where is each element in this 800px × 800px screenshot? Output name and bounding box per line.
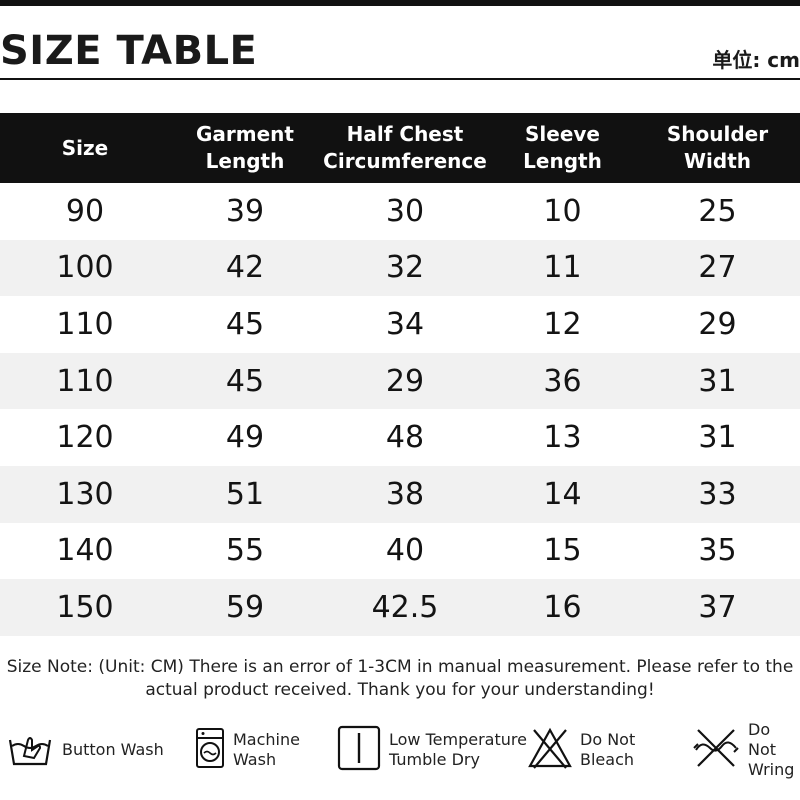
care-label-line: Low Temperature — [389, 730, 527, 749]
column-header-shoulder-width: Shoulder Width — [635, 121, 800, 175]
table-row: 120 49 48 13 31 — [0, 409, 800, 466]
cell-size: 110 — [56, 363, 114, 399]
cell-garment-length: 59 — [225, 589, 265, 625]
do-not-bleach-icon — [528, 726, 572, 774]
table-row: 150 59 42.5 16 37 — [0, 579, 800, 636]
cell-garment-length: 39 — [225, 193, 265, 229]
care-instructions: Button Wash Machine Wash Low Tempera — [0, 720, 800, 782]
cell-size: 140 — [56, 533, 114, 569]
title-divider — [0, 78, 800, 80]
care-label: Do Not Bleach — [580, 730, 635, 770]
care-label: Low Temperature Tumble Dry — [389, 730, 527, 770]
table-row: 140 55 40 15 35 — [0, 523, 800, 580]
column-header-line: Width — [683, 149, 752, 173]
cell-size: 110 — [56, 306, 114, 342]
cell-garment-length: 42 — [225, 250, 265, 286]
size-note-line: Size Note: (Unit: CM) There is an error … — [6, 657, 794, 677]
column-header-line: Half Chest — [346, 122, 464, 146]
cell-half-chest: 38 — [385, 476, 425, 512]
care-label-line: Machine — [233, 730, 300, 749]
care-label-line: Do Not — [748, 720, 777, 759]
column-header-line: Shoulder — [666, 122, 769, 146]
cell-garment-length: 51 — [225, 476, 265, 512]
care-item-tumble-dry: Low Temperature Tumble Dry — [337, 722, 527, 778]
cell-shoulder-width: 33 — [698, 476, 737, 512]
cell-shoulder-width: 27 — [698, 250, 737, 286]
table-row: 100 42 32 11 27 — [0, 239, 800, 297]
cell-shoulder-width: 31 — [698, 420, 737, 456]
cell-half-chest: 30 — [385, 193, 425, 229]
care-item-do-not-bleach: Do Not Bleach — [528, 722, 635, 778]
table-row: 110 45 29 36 31 — [0, 352, 800, 410]
care-label-line: Wring — [748, 760, 795, 779]
cell-shoulder-width: 29 — [698, 306, 737, 342]
cell-sleeve-length: 36 — [543, 363, 582, 399]
unit-label: 单位: cm — [712, 48, 800, 72]
cell-shoulder-width: 35 — [698, 533, 737, 569]
cell-size: 90 — [65, 193, 105, 229]
do-not-wring-icon — [692, 726, 740, 774]
cell-half-chest: 40 — [385, 533, 425, 569]
cell-garment-length: 45 — [225, 363, 265, 399]
column-header-line: Length — [523, 149, 602, 173]
care-label: Machine Wash — [233, 730, 300, 770]
column-header-half-chest: Half Chest Circumference — [320, 121, 490, 175]
cell-sleeve-length: 15 — [543, 533, 582, 569]
low-temp-tumble-dry-icon — [337, 724, 381, 776]
cell-half-chest: 29 — [385, 363, 425, 399]
cell-garment-length: 49 — [225, 420, 265, 456]
cell-sleeve-length: 12 — [543, 306, 582, 342]
size-table: Size Garment Length Half Chest Circumfer… — [0, 113, 800, 636]
column-header-line: Sleeve — [525, 122, 600, 146]
care-item-machine-wash: Machine Wash — [195, 722, 300, 778]
page-title: SIZE TABLE — [0, 28, 258, 74]
column-header-line: Size — [61, 135, 109, 160]
machine-wash-icon — [195, 726, 225, 774]
cell-half-chest: 32 — [385, 250, 425, 286]
cell-shoulder-width: 25 — [698, 193, 737, 229]
care-label-line: Wash — [233, 750, 277, 769]
cell-size: 130 — [56, 476, 114, 512]
column-header-sleeve-length: Sleeve Length — [490, 121, 635, 175]
cell-half-chest: 34 — [385, 306, 425, 342]
care-label-line: Do Not — [580, 730, 636, 749]
cell-half-chest: 42.5 — [371, 589, 439, 625]
column-header-size: Size — [0, 135, 170, 162]
care-label: Do Not Wring — [748, 720, 800, 780]
care-item-do-not-wring: Do Not Wring — [692, 720, 800, 780]
cell-garment-length: 45 — [225, 306, 265, 342]
care-label: Button Wash — [62, 740, 164, 759]
cell-half-chest: 48 — [385, 420, 425, 456]
hand-wash-icon — [6, 726, 54, 774]
cell-shoulder-width: 37 — [698, 589, 737, 625]
care-label-line: Bleach — [580, 750, 635, 769]
table-row: 90 39 30 10 25 — [0, 183, 800, 240]
table-header: Size Garment Length Half Chest Circumfer… — [0, 113, 800, 183]
cell-sleeve-length: 13 — [543, 420, 582, 456]
cell-sleeve-length: 16 — [543, 589, 582, 625]
size-note: Size Note: (Unit: CM) There is an error … — [0, 656, 800, 702]
cell-sleeve-length: 14 — [543, 476, 582, 512]
table-row: 110 45 34 12 29 — [0, 296, 800, 353]
column-header-garment-length: Garment Length — [170, 121, 320, 175]
cell-shoulder-width: 31 — [698, 363, 737, 399]
column-header-line: Length — [205, 149, 285, 173]
table-row: 130 51 38 14 33 — [0, 465, 800, 523]
cell-size: 150 — [56, 589, 114, 625]
cell-sleeve-length: 10 — [543, 193, 582, 229]
care-item-button-wash: Button Wash — [6, 722, 164, 778]
column-header-line: Circumference — [323, 149, 487, 173]
cell-sleeve-length: 11 — [543, 250, 582, 286]
care-label-line: Tumble Dry — [389, 750, 480, 769]
top-band — [0, 0, 800, 6]
column-header-line: Garment — [196, 122, 294, 146]
cell-size: 100 — [56, 250, 114, 286]
cell-size: 120 — [56, 420, 114, 456]
cell-garment-length: 55 — [225, 533, 265, 569]
size-note-line: actual product received. Thank you for y… — [145, 680, 655, 700]
